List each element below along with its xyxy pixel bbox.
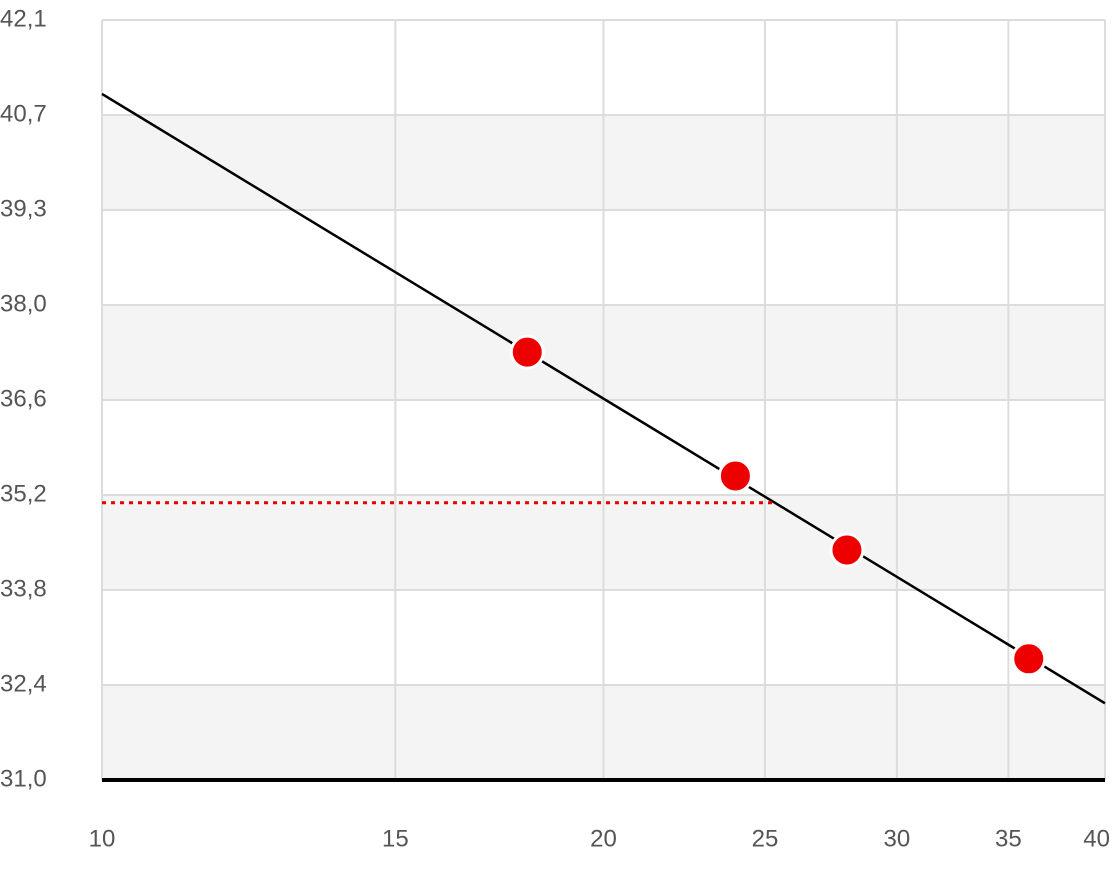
y-tick-label: 36,6	[0, 385, 47, 412]
y-tick-label: 31,0	[0, 765, 47, 792]
y-tick-label: 32,4	[0, 670, 47, 697]
x-tick-label: 15	[382, 825, 409, 852]
x-tick-label: 35	[995, 825, 1022, 852]
x-tick-label: 10	[89, 825, 116, 852]
y-tick-label: 35,2	[0, 480, 47, 507]
x-tick-label: 20	[590, 825, 617, 852]
y-tick-label: 40,7	[0, 100, 47, 127]
y-tick-label: 33,8	[0, 575, 47, 602]
y-tick-label: 39,3	[0, 195, 47, 222]
point	[509, 334, 545, 370]
x-tick-label: 40	[1083, 825, 1110, 852]
y-tick-label: 38,0	[0, 290, 47, 317]
point	[1011, 641, 1047, 677]
point	[717, 458, 753, 494]
x-tick-label: 25	[752, 825, 779, 852]
point	[829, 532, 865, 568]
y-tick-label: 42,1	[0, 5, 47, 32]
x-tick-label: 30	[884, 825, 911, 852]
trend-line	[101, 92, 1106, 705]
